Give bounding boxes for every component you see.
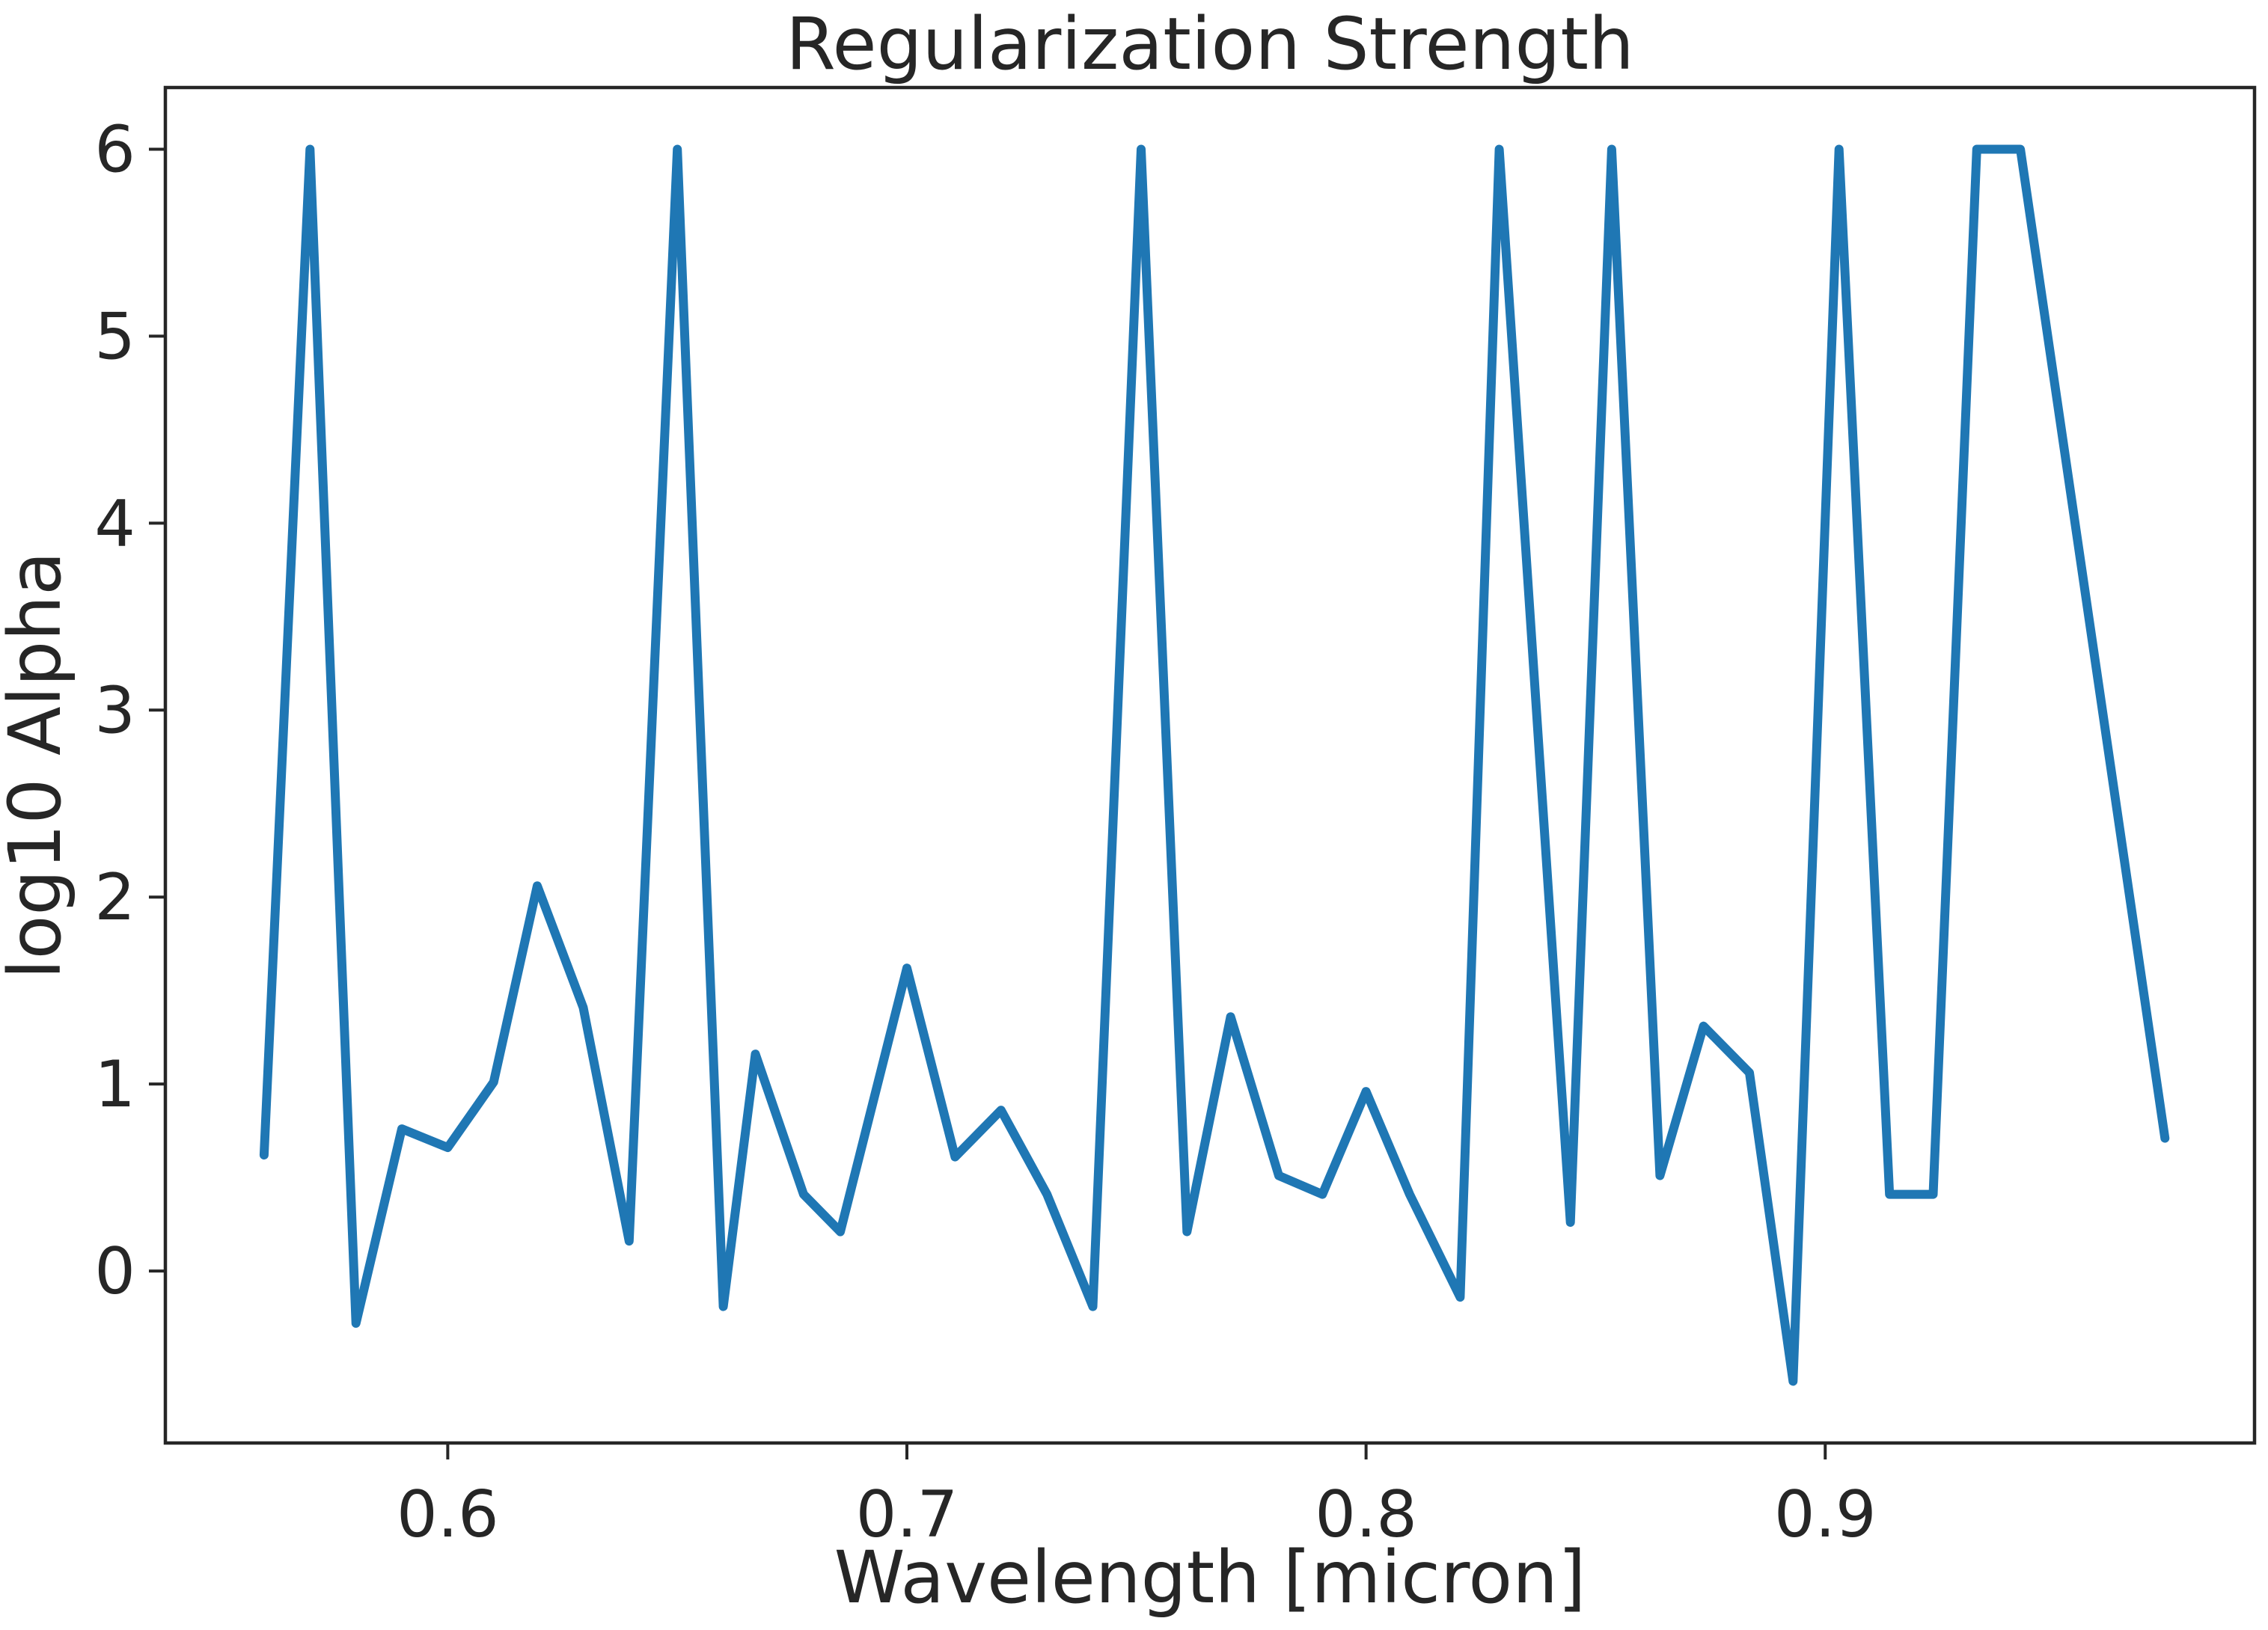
- plot-series: [259, 144, 2170, 1386]
- x-tick-label: 0.9: [1774, 1477, 1877, 1552]
- chart-title: Regularization Strength: [786, 2, 1634, 86]
- series-line: [259, 144, 2170, 1386]
- y-axis-ticks: 0 1 2 3 4 5 6: [94, 112, 165, 1309]
- x-tick-label: 0.6: [397, 1477, 499, 1552]
- y-tick-label: 0: [94, 1234, 135, 1309]
- plot-frame: [163, 85, 2257, 1445]
- y-tick-label: 1: [94, 1047, 135, 1122]
- y-tick-label: 4: [94, 486, 135, 561]
- x-tick-label: 0.7: [856, 1477, 959, 1552]
- y-axis-label: log10 Alpha: [0, 551, 77, 979]
- y-tick-label: 3: [94, 673, 135, 748]
- x-axis-ticks: 0.6 0.7 0.8 0.9: [397, 1443, 1877, 1552]
- y-tick-label: 6: [94, 112, 135, 187]
- y-tick-label: 2: [94, 860, 135, 935]
- x-axis-label: Wavelength [micron]: [834, 1536, 1586, 1620]
- x-tick-label: 0.8: [1315, 1477, 1417, 1552]
- y-tick-label: 5: [94, 299, 135, 374]
